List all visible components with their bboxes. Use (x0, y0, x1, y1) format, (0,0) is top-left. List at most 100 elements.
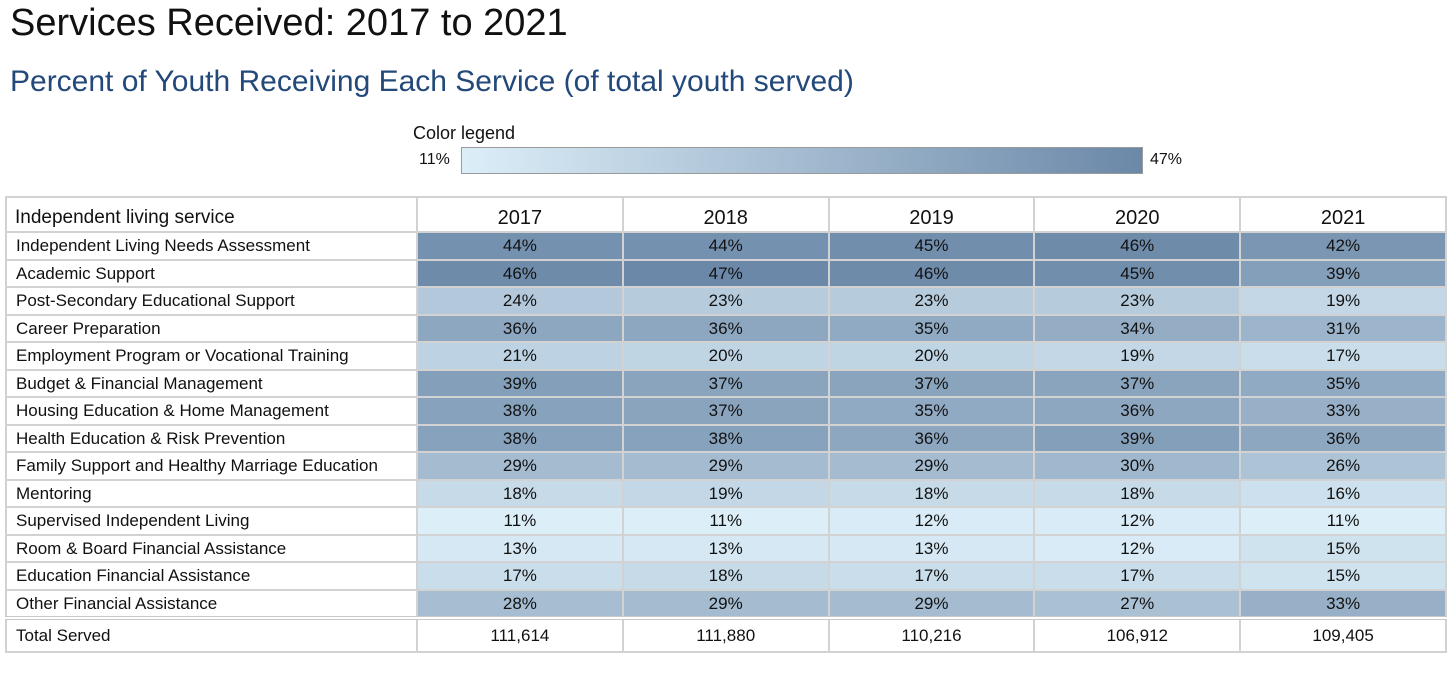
service-label: Family Support and Healthy Marriage Educ… (5, 451, 418, 481)
heatmap-cell-2020: 18% (1033, 478, 1242, 508)
service-row: Career Preparation 36% 36% 35% 34% 31% (5, 313, 1447, 343)
column-header-2018: 2018 (621, 196, 830, 233)
heatmap-cell-2020: 45% (1033, 258, 1242, 288)
heatmap-cell-2017: 38% (416, 423, 624, 453)
heatmap-cell-2020: 17% (1033, 561, 1242, 591)
heatmap-cell-2019: 36% (827, 423, 1036, 453)
heatmap-cell-2018: 11% (621, 506, 830, 536)
heatmap-cell-2021: 31% (1239, 313, 1447, 343)
service-row: Housing Education & Home Management 38% 37… (5, 396, 1447, 426)
service-row: Education Financial Assistance 17% 18% 17% 1… (5, 561, 1447, 591)
heatmap-cell-2019: 20% (827, 341, 1036, 371)
heatmap-cell-2018: 36% (621, 313, 830, 343)
heatmap-cell-2021: 26% (1239, 451, 1447, 481)
service-label: Health Education & Risk Prevention (5, 423, 418, 453)
service-row: Academic Support 46% 47% 46% 45% 39% (5, 258, 1447, 288)
heatmap-cell-2020: 39% (1033, 423, 1242, 453)
service-row: Other Financial Assistance 28% 29% 29% 27% 33… (5, 588, 1447, 619)
heatmap-cell-2018: 47% (621, 258, 830, 288)
service-row: Independent Living Needs Assessment 44% 44… (5, 231, 1447, 261)
heatmap-cell-2018: 37% (621, 368, 830, 398)
heatmap-cell-2020: 46% (1033, 231, 1242, 261)
heatmap-cell-2019: 17% (827, 561, 1036, 591)
heatmap-cell-2020: 23% (1033, 286, 1242, 316)
service-label: Budget & Financial Management (5, 368, 418, 398)
heatmap-cell-2018: 38% (621, 423, 830, 453)
services-heatmap-table: Independent living service 2017 2018 201… (5, 196, 1447, 653)
total-served-2018: 111,880 (621, 616, 830, 653)
total-served-2020: 106,912 (1033, 616, 1242, 653)
heatmap-cell-2019: 23% (827, 286, 1036, 316)
service-row: Room & Board Financial Assistance 13% 13% 1… (5, 533, 1447, 563)
heatmap-cell-2021: 11% (1239, 506, 1447, 536)
total-served-row: Total Served 111,614 111,880 110,216 106… (5, 616, 1447, 653)
service-label: Post-Secondary Educational Support (5, 286, 418, 316)
heatmap-cell-2021: 35% (1239, 368, 1447, 398)
service-row: Supervised Independent Living 11% 11% 12% 12… (5, 506, 1447, 536)
service-label: Supervised Independent Living (5, 506, 418, 536)
service-row: Mentoring 18% 19% 18% 18% 16% (5, 478, 1447, 508)
heatmap-cell-2019: 29% (827, 588, 1036, 619)
heatmap-cell-2017: 44% (416, 231, 624, 261)
heatmap-cell-2017: 29% (416, 451, 624, 481)
total-served-2019: 110,216 (827, 616, 1036, 653)
heatmap-cell-2017: 36% (416, 313, 624, 343)
service-row: Health Education & Risk Prevention 38% 38%… (5, 423, 1447, 453)
heatmap-cell-2021: 39% (1239, 258, 1447, 288)
heatmap-cell-2017: 17% (416, 561, 624, 591)
service-label: Academic Support (5, 258, 418, 288)
service-label: Education Financial Assistance (5, 561, 418, 591)
heatmap-cell-2019: 46% (827, 258, 1036, 288)
heatmap-cell-2018: 20% (621, 341, 830, 371)
service-row: Employment Program or Vocational Trainin… (5, 341, 1447, 371)
heatmap-cell-2020: 19% (1033, 341, 1242, 371)
total-served-2017: 111,614 (416, 616, 624, 653)
heatmap-cell-2020: 27% (1033, 588, 1242, 619)
heatmap-cell-2021: 33% (1239, 396, 1447, 426)
heatmap-cell-2017: 13% (416, 533, 624, 563)
service-row: Post-Secondary Educational Support 24% 23%… (5, 286, 1447, 316)
heatmap-cell-2020: 37% (1033, 368, 1242, 398)
service-label: Employment Program or Vocational Trainin… (5, 341, 418, 371)
service-label: Other Financial Assistance (5, 588, 418, 619)
heatmap-cell-2019: 37% (827, 368, 1036, 398)
row-header-label: Independent living service (5, 196, 418, 233)
heatmap-cell-2017: 24% (416, 286, 624, 316)
service-row: Family Support and Healthy Marriage Educ… (5, 451, 1447, 481)
heatmap-cell-2017: 21% (416, 341, 624, 371)
heatmap-cell-2020: 12% (1033, 506, 1242, 536)
heatmap-cell-2020: 34% (1033, 313, 1242, 343)
legend-title: Color legend (413, 123, 516, 143)
heatmap-cell-2021: 33% (1239, 588, 1447, 619)
heatmap-cell-2019: 12% (827, 506, 1036, 536)
heatmap-cell-2017: 39% (416, 368, 624, 398)
heatmap-cell-2018: 29% (621, 588, 830, 619)
heatmap-cell-2020: 12% (1033, 533, 1242, 563)
heatmap-cell-2019: 45% (827, 231, 1036, 261)
heatmap-cell-2018: 19% (621, 478, 830, 508)
heatmap-cell-2017: 18% (416, 478, 624, 508)
heatmap-cell-2017: 11% (416, 506, 624, 536)
service-label: Room & Board Financial Assistance (5, 533, 418, 563)
heatmap-cell-2017: 38% (416, 396, 624, 426)
header-row: Independent living service 2017 2018 201… (5, 196, 1447, 233)
chart-title: Services Received: 2017 to 2021 (10, 2, 568, 44)
service-label: Career Preparation (5, 313, 418, 343)
heatmap-cell-2019: 18% (827, 478, 1036, 508)
heatmap-cell-2017: 46% (416, 258, 624, 288)
heatmap-cell-2018: 37% (621, 396, 830, 426)
heatmap-cell-2020: 30% (1033, 451, 1242, 481)
heatmap-cell-2020: 36% (1033, 396, 1242, 426)
legend-max-label: 47% (1150, 151, 1183, 168)
heatmap-cell-2021: 16% (1239, 478, 1447, 508)
heatmap-cell-2021: 42% (1239, 231, 1447, 261)
heatmap-cell-2019: 13% (827, 533, 1036, 563)
heatmap-cell-2021: 19% (1239, 286, 1447, 316)
heatmap-cell-2019: 29% (827, 451, 1036, 481)
column-header-2017: 2017 (416, 196, 624, 233)
color-legend-gradient (461, 147, 1143, 174)
heatmap-cell-2018: 23% (621, 286, 830, 316)
heatmap-cell-2018: 18% (621, 561, 830, 591)
chart-subtitle: Percent of Youth Receiving Each Service … (10, 65, 854, 98)
heatmap-cell-2019: 35% (827, 396, 1036, 426)
